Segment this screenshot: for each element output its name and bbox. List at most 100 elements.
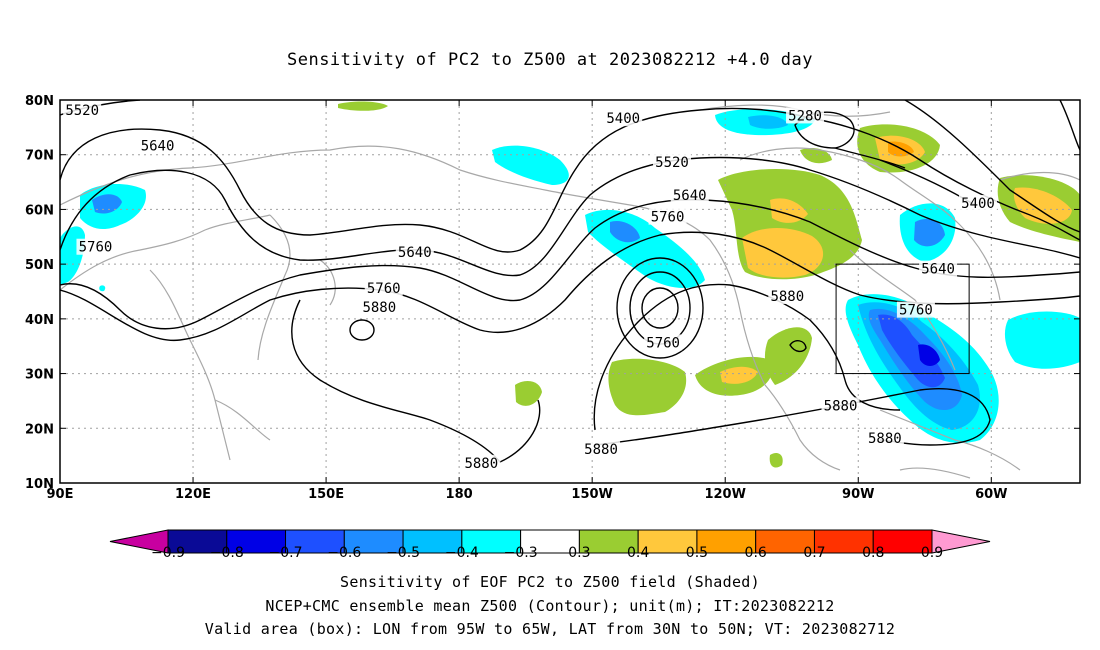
svg-text:5280: 5280 xyxy=(788,108,822,124)
svg-text:5640: 5640 xyxy=(141,139,175,155)
shade-dkblue-eastus xyxy=(878,314,945,388)
lat-label: 50N xyxy=(25,258,54,273)
contour-label: 5760 xyxy=(896,301,935,319)
svg-text:5400: 5400 xyxy=(961,196,995,212)
contour-label: 5640 xyxy=(919,260,958,278)
svg-text:5880: 5880 xyxy=(464,456,498,472)
caption-shaded: Sensitivity of EOF PC2 to Z500 field (Sh… xyxy=(340,573,760,591)
colorbar-label: 0.7 xyxy=(803,545,825,561)
colorbar-label: −0.4 xyxy=(445,545,479,561)
colorbar-segment xyxy=(872,529,933,554)
lat-label: 80N xyxy=(25,94,54,109)
colorbar-label: −0.9 xyxy=(151,545,185,561)
shade-ltblue-gulf-alaska xyxy=(610,220,640,243)
contour-label: 5520 xyxy=(63,101,102,119)
svg-text:5640: 5640 xyxy=(921,262,955,278)
plot-frame xyxy=(59,99,1081,484)
coastlines xyxy=(60,104,1080,479)
shade-green-midpacific xyxy=(515,380,542,406)
svg-text:5640: 5640 xyxy=(398,245,432,261)
colorbar-label: 0.3 xyxy=(568,545,590,561)
svg-text:5880: 5880 xyxy=(362,300,396,316)
contour-label: 5760 xyxy=(644,334,683,351)
shade-green-alaska xyxy=(800,148,832,164)
contour-label: 5880 xyxy=(360,298,399,316)
svg-text:5760: 5760 xyxy=(367,281,401,297)
lon-label: 90W xyxy=(842,487,874,502)
sensitivity-shading xyxy=(60,101,1080,468)
lon-label: 90E xyxy=(47,487,74,502)
shade-navy-eastus xyxy=(918,344,940,366)
lat-label: 30N xyxy=(25,368,54,383)
svg-text:5880: 5880 xyxy=(584,442,618,458)
colorbar-label: −0.5 xyxy=(386,545,420,561)
colorbar-label: 0.6 xyxy=(745,545,767,561)
lon-label: 180 xyxy=(446,487,473,502)
caption-valid-area: Valid area (box): LON from 95W to 65W, L… xyxy=(204,620,896,638)
shade-green-east-pacific xyxy=(608,358,687,416)
lon-label: 150W xyxy=(571,487,612,502)
svg-text:5760: 5760 xyxy=(646,335,680,351)
colorbar-label: 0.8 xyxy=(862,545,884,561)
svg-text:5400: 5400 xyxy=(606,111,640,127)
lat-label: 10N xyxy=(25,477,54,492)
svg-text:5760: 5760 xyxy=(79,240,113,256)
shade-ltblue-arctic-canada xyxy=(748,115,788,129)
colorbar-label: −0.7 xyxy=(269,545,303,561)
shade-cyan-atlantic xyxy=(1004,311,1080,369)
svg-text:5640: 5640 xyxy=(673,188,707,204)
contour-label: 5760 xyxy=(76,238,115,256)
svg-text:5520: 5520 xyxy=(65,103,99,119)
colorbar-label: −0.8 xyxy=(210,545,244,561)
longitude-labels: 90E 120E 150E 180 150W 120W 90W 60W xyxy=(47,100,1008,502)
colorbar-label: −0.6 xyxy=(327,545,361,561)
contour-label: 5880 xyxy=(462,454,501,472)
valid-area-box xyxy=(835,263,970,375)
svg-text:5760: 5760 xyxy=(651,210,685,226)
lon-label: 150E xyxy=(308,487,344,502)
shade-green-caribbean xyxy=(769,453,783,468)
contour-label: 5400 xyxy=(604,110,643,127)
contour-label: 5640 xyxy=(395,244,434,261)
svg-text:5880: 5880 xyxy=(824,398,858,414)
lat-label: 70N xyxy=(25,149,54,164)
contour-label: 5640 xyxy=(670,186,709,204)
chart-title: Sensitivity of PC2 to Z500 at 2023082212… xyxy=(286,50,813,70)
latitude-labels: 80N 70N 60N 50N 40N 30N 20N 10N xyxy=(25,94,1080,492)
contour-label: 5880 xyxy=(821,397,860,414)
shade-green-gulf xyxy=(764,327,812,385)
contour-label: 5400 xyxy=(959,194,997,212)
contour-label: 5280 xyxy=(786,107,825,124)
contour-label: 5760 xyxy=(364,279,403,297)
colorbar-label: 0.4 xyxy=(627,545,649,561)
shade-cyan-bering xyxy=(492,145,569,185)
lon-label: 60W xyxy=(975,487,1007,502)
svg-text:5880: 5880 xyxy=(868,431,902,447)
contour-labels: 5520 5640 5760 5400 5520 5640 5760 5640 5760 5880… xyxy=(63,101,997,472)
shade-yellow-nw-america-2 xyxy=(770,198,808,223)
lon-label: 120E xyxy=(175,487,211,502)
shade-blue-hudson xyxy=(914,218,945,247)
lat-label: 60N xyxy=(25,203,54,218)
colorbar-label: 0.9 xyxy=(921,545,943,561)
shade-yellow-nw-america xyxy=(742,227,824,278)
colorbar-label: 0.5 xyxy=(686,545,708,561)
colorbar: −0.9 −0.8 −0.7 −0.6 −0.5 −0.4 −0.3 0.3 0.4 0.5 0.6… xyxy=(109,529,991,561)
svg-text:5760: 5760 xyxy=(899,303,933,319)
svg-text:5880: 5880 xyxy=(770,289,804,305)
contour-label: 5880 xyxy=(768,287,807,305)
contour-label: 5520 xyxy=(653,153,691,171)
svg-text:5520: 5520 xyxy=(655,155,689,171)
shade-yellow-mexico xyxy=(720,366,758,384)
contour-label: 5880 xyxy=(865,430,904,447)
caption-contour: NCEP+CMC ensemble mean Z500 (Contour); u… xyxy=(265,597,835,615)
contour-label: 5760 xyxy=(648,208,687,226)
colorbar-label: −0.3 xyxy=(504,545,538,561)
lat-label: 20N xyxy=(25,422,54,437)
shade-cyan-speck xyxy=(99,285,106,292)
contour-label: 5880 xyxy=(582,441,621,458)
lon-label: 120W xyxy=(704,487,745,502)
lat-label: 40N xyxy=(25,313,54,328)
shade-ltblue-siberia xyxy=(92,194,122,214)
